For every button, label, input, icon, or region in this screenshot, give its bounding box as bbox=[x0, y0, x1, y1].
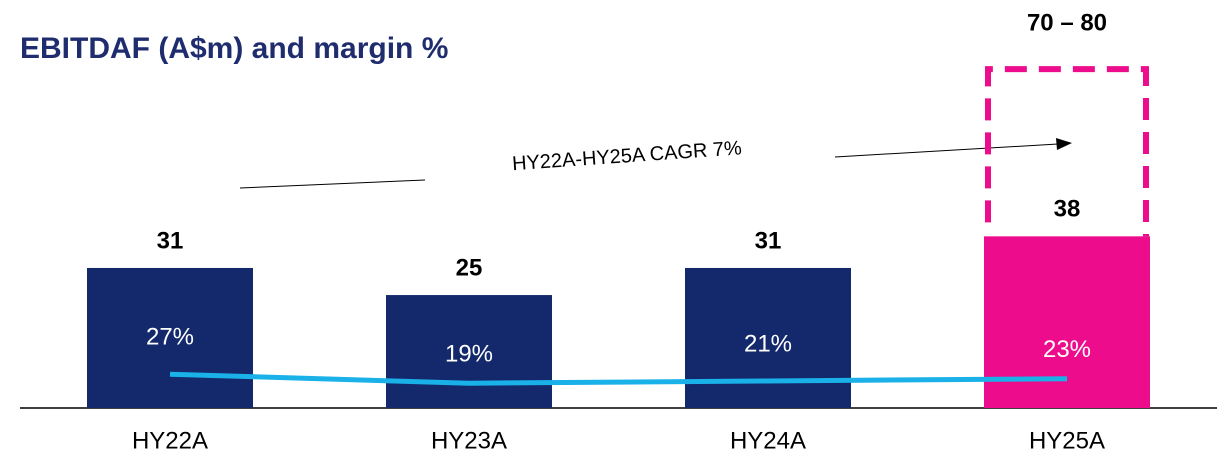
arrow-head bbox=[1056, 138, 1072, 150]
margin-label: 19% bbox=[445, 341, 493, 368]
cagr-arrow bbox=[834, 143, 1059, 158]
margin-label: 23% bbox=[1043, 336, 1091, 363]
value-label: 38 bbox=[1054, 196, 1081, 223]
value-label: 25 bbox=[456, 254, 483, 281]
target-label: 70 – 80 bbox=[1027, 9, 1107, 36]
margin-label: 21% bbox=[744, 330, 792, 357]
value-label: 31 bbox=[157, 227, 184, 254]
x-tick-label: HY24A bbox=[730, 427, 806, 454]
x-tick-label: HY25A bbox=[1029, 427, 1105, 454]
cagr-line bbox=[239, 179, 426, 189]
value-label: 31 bbox=[755, 227, 782, 254]
margin-line bbox=[169, 371, 1068, 386]
bar bbox=[386, 295, 552, 408]
margin-label: 27% bbox=[146, 324, 194, 351]
bar bbox=[87, 267, 253, 408]
target-box bbox=[985, 66, 1149, 237]
x-tick-label: HY22A bbox=[132, 427, 208, 454]
x-tick-label: HY23A bbox=[431, 427, 507, 454]
cagr-annotation: HY22A-HY25A CAGR 7% bbox=[511, 137, 742, 175]
bar bbox=[984, 236, 1150, 408]
bar bbox=[685, 267, 851, 408]
chart-title: EBITDAF (A$m) and margin % bbox=[20, 32, 448, 65]
